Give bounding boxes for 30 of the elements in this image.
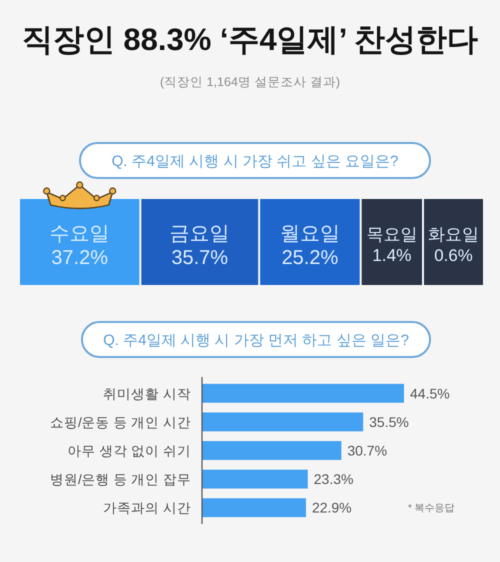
text: Q. 주4일제 시행 시 가장 쉬고 싶은 요일은? [112, 153, 398, 170]
y-tick-label: 아무 생각 없이 쉬기 [68, 444, 191, 458]
bar [202, 384, 404, 403]
data-label: 35.5% [369, 414, 409, 430]
data-label: 30.7% [347, 442, 388, 458]
category-label: 월요일 [280, 223, 340, 245]
category-label: 화요일 [428, 225, 480, 244]
y-tick-label: 취미생활 시작 [103, 386, 191, 402]
bar [202, 412, 364, 432]
y-tick-label: 병원/은행 등 개인 잡무 [50, 472, 191, 488]
data-label: 37.2% [51, 247, 108, 269]
text: (직장인 1,164명 설문조사 결과) [160, 75, 340, 89]
data-label: 22.9% [312, 500, 352, 516]
category-label: 목요일 [366, 224, 418, 244]
data-label: 25.2% [282, 247, 338, 269]
text: * 복수응답 [408, 503, 455, 514]
data-label: 23.3% [314, 471, 354, 488]
category-label: 수요일 [50, 223, 110, 245]
data-label: 44.5% [410, 385, 450, 402]
data-label: 1.4% [372, 245, 412, 266]
y-tick-label: 가족과의 시간 [103, 500, 191, 516]
bar [202, 470, 308, 489]
chart-title: Q. 주4일제 시행 시 가장 먼저 하고 싶은 일은? [103, 332, 409, 349]
text: 직장인 88.3% ‘주4일제’ 찬성한다 [22, 22, 478, 57]
y-tick-label: 쇼핑/운동 등 개인 시간 [50, 414, 191, 430]
data-label: 35.7% [171, 247, 228, 269]
bar [202, 498, 306, 518]
data-label: 0.6% [434, 246, 473, 265]
category-label: 금요일 [170, 223, 230, 245]
bar [202, 441, 342, 460]
